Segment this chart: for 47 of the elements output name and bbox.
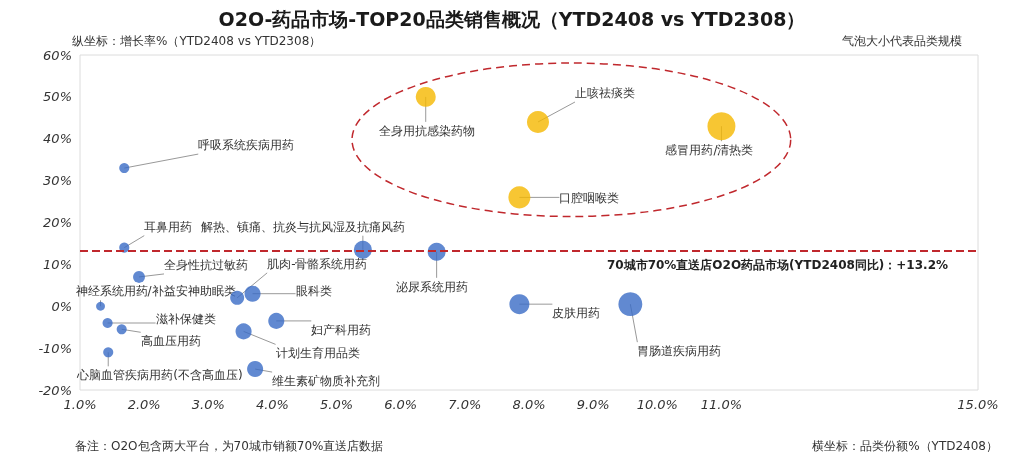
x-axis-title: 横坐标：品类份额%（YTD2408） (812, 439, 998, 453)
annotation: 耳鼻用药 (144, 219, 193, 234)
annotation: 心脑血管疾病用药(不含高血压) (76, 368, 243, 383)
x-tick-label: 5.0% (320, 397, 354, 412)
y-tick-label: 10% (43, 256, 72, 272)
annotation: 计划生育用品类 (275, 346, 360, 361)
y-tick-label: 30% (43, 173, 72, 189)
annotation: 泌尿系统用药 (395, 279, 468, 294)
annotation: 肌肉-骨骼系统用药 (267, 256, 368, 271)
x-tick-label: 2.0% (127, 397, 161, 412)
x-tick-label: 1.0% (63, 397, 97, 412)
annotation: 全身性抗过敏药 (164, 257, 249, 272)
y-tick-label: -10% (38, 340, 72, 356)
x-tick-label: 6.0% (384, 397, 418, 412)
x-tick-label: 3.0% (191, 397, 225, 412)
annotation: 止咳祛痰类 (574, 86, 635, 100)
chart-title: O2O-药品市场-TOP20品类销售概况（YTD2408 vs YTD2308） (218, 7, 806, 30)
text: 气泡大小代表品类规模 (842, 34, 962, 48)
x-tick-label: 15.0% (957, 397, 999, 412)
y-tick-label: 40% (43, 131, 72, 147)
annotation: 感冒用药/清热类 (665, 143, 754, 158)
y-tick-label: -20% (38, 382, 72, 398)
x-tick-label: 8.0% (512, 397, 546, 412)
annotation: 眼科类 (295, 283, 332, 298)
annotation: 解热、镇痛、抗炎与抗风湿及抗痛风药 (200, 219, 405, 234)
y-tick-label: 20% (43, 215, 72, 230)
annotation: 神经系统用药/补益安神助眠类 (75, 284, 236, 299)
annotation: 呼吸系统疾病用药 (198, 138, 295, 153)
x-tick-label: 7.0% (448, 397, 482, 412)
x-tick-label: 9.0% (576, 397, 610, 412)
x-tick-label: 10.0% (636, 397, 678, 412)
annotation: 口腔咽喉类 (559, 191, 620, 206)
y-tick-label: 0% (51, 298, 72, 314)
annotation: 高血压用药 (140, 334, 201, 349)
annotation: 维生素矿物质补充剂 (272, 374, 381, 389)
annotation: 胃肠道疾病用药 (637, 344, 722, 359)
annotation: 滋补保健类 (155, 312, 216, 326)
annotation: 妇产科用药 (311, 322, 372, 337)
text: 备注：O2O包含两大平台，为70城市销额70%直送店数据 (75, 439, 384, 453)
x-tick-label: 4.0% (255, 397, 289, 412)
y-tick-label: 60% (43, 47, 72, 63)
annotation: 皮肤用药 (552, 306, 601, 321)
y-axis-title: 纵坐标：增长率%（YTD2408 vs YTD2308） (72, 34, 322, 48)
y-tick-label: 50% (43, 89, 72, 105)
ref-line-label: 70城市70%直送店O2O药品市场(YTD2408同比)：+13.2% (606, 257, 948, 272)
x-tick-label: 11.0% (700, 397, 743, 412)
annotation: 全身用抗感染药物 (378, 123, 475, 138)
